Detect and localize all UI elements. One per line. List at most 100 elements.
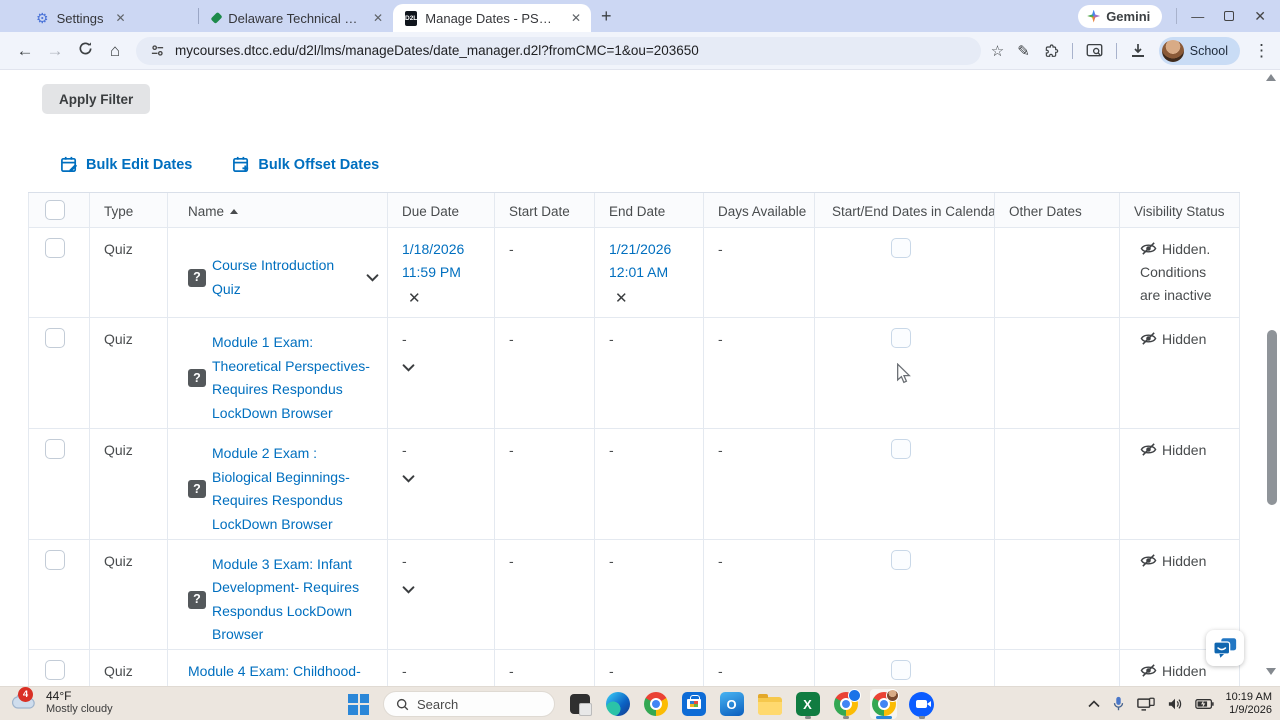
calendar-checkbox[interactable] — [890, 660, 911, 680]
microphone-icon[interactable] — [1112, 696, 1125, 712]
taskbar-chrome[interactable] — [642, 689, 669, 719]
col-header-days-available[interactable]: Days Available — [704, 193, 815, 227]
item-name-link[interactable]: Module 1 Exam: Theoretical Perspectives-… — [212, 334, 370, 421]
taskbar-clock[interactable]: 10:19 AM 1/9/2026 — [1226, 691, 1272, 717]
browser-tab-bar: ⚙ Settings ✕ Delaware Technical Communit… — [0, 0, 1280, 32]
cell-visibility: Hidden — [1120, 650, 1240, 686]
taskbar-chrome-profile2[interactable] — [832, 689, 861, 719]
taskbar-store[interactable] — [680, 689, 707, 719]
context-menu-chevron-icon[interactable] — [402, 475, 415, 483]
col-header-start-date[interactable]: Start Date — [495, 193, 595, 227]
scrollbar-up-arrow[interactable] — [1266, 74, 1276, 81]
end-date-value[interactable]: 1/21/2026 12:01 AM — [609, 241, 672, 280]
bulk-offset-dates-link[interactable]: Bulk Offset Dates — [232, 155, 379, 174]
taskbar-excel[interactable]: X — [794, 689, 821, 719]
clear-end-date-button[interactable]: ✕ — [615, 290, 628, 307]
calendar-checkbox[interactable] — [890, 328, 911, 348]
close-icon[interactable]: ✕ — [570, 11, 581, 25]
edge-icon — [605, 692, 630, 716]
minimize-button[interactable]: — — [1191, 8, 1205, 24]
cell-end-date: - — [595, 318, 704, 428]
apply-filter-button[interactable]: Apply Filter — [42, 84, 151, 114]
cell-type: Quiz — [90, 540, 168, 649]
restore-button[interactable] — [1224, 11, 1235, 21]
calendar-checkbox[interactable] — [890, 238, 911, 258]
network-display-icon[interactable] — [1136, 697, 1155, 712]
pen-extension-icon[interactable]: ✎ — [1017, 42, 1030, 60]
item-name-link[interactable]: Course Introduction Quiz — [212, 257, 335, 297]
site-settings-icon[interactable] — [150, 43, 165, 58]
close-icon[interactable]: ✕ — [372, 11, 383, 25]
start-button[interactable] — [345, 689, 372, 719]
divider — [1115, 42, 1117, 59]
item-name-link[interactable]: Module 2 Exam : Biological Beginnings- R… — [212, 445, 350, 532]
col-header-other-dates[interactable]: Other Dates — [995, 193, 1120, 227]
row-select-checkbox[interactable] — [45, 328, 65, 348]
profile-chip[interactable]: School — [1158, 36, 1240, 65]
tab-title: Manage Dates - PSY127-507 H — [425, 10, 559, 26]
tab-manage-dates[interactable]: D2L Manage Dates - PSY127-507 H ✕ — [393, 4, 591, 32]
col-header-visibility[interactable]: Visibility Status — [1120, 193, 1240, 227]
tray-chevron-up-icon[interactable] — [1087, 700, 1100, 708]
col-header-name[interactable]: Name — [168, 193, 388, 227]
tab-settings[interactable]: ⚙ Settings ✕ — [24, 4, 196, 32]
scrollbar-thumb[interactable] — [1267, 330, 1277, 505]
battery-icon[interactable] — [1194, 698, 1214, 710]
taskbar-chrome-profile3-active[interactable] — [870, 689, 899, 719]
calendar-checkbox[interactable] — [890, 439, 911, 459]
forward-button[interactable]: → — [46, 40, 64, 60]
chat-assistant-button[interactable] — [1206, 630, 1244, 666]
clear-due-date-button[interactable]: ✕ — [408, 290, 421, 307]
bulk-edit-dates-link[interactable]: Bulk Edit Dates — [60, 155, 192, 174]
bulk-offset-dates-label: Bulk Offset Dates — [258, 156, 380, 173]
new-tab-button[interactable]: + — [601, 6, 612, 26]
col-header-calendar[interactable]: Start/End Dates in Calendar — [815, 193, 995, 227]
taskbar-zoom[interactable] — [908, 689, 935, 719]
taskbar-file-explorer[interactable] — [756, 689, 783, 719]
row-select-checkbox[interactable] — [45, 439, 65, 459]
calendar-checkbox[interactable] — [890, 550, 911, 570]
weather-widget[interactable]: 4 44°F Mostly cloudy — [10, 687, 113, 715]
gemini-button[interactable]: Gemini — [1078, 4, 1163, 28]
context-menu-chevron-icon[interactable] — [366, 273, 379, 282]
tab-delaware-tech[interactable]: Delaware Technical Community ✕ — [201, 4, 393, 32]
close-window-button[interactable]: ✕ — [1254, 7, 1266, 24]
bookmark-star-icon[interactable]: ☆ — [990, 42, 1005, 60]
taskbar-app-dark[interactable] — [566, 689, 593, 719]
taskbar-edge[interactable] — [604, 689, 631, 719]
due-date-value: - — [402, 442, 407, 458]
search-tabs-icon[interactable] — [1086, 43, 1103, 59]
reload-button[interactable] — [70, 41, 100, 61]
home-button[interactable]: ⌂ — [109, 40, 121, 60]
speaker-icon[interactable] — [1167, 697, 1183, 711]
col-header-due-date[interactable]: Due Date — [388, 193, 495, 227]
row-select-checkbox[interactable] — [45, 660, 65, 680]
col-header-end-date[interactable]: End Date — [595, 193, 704, 227]
cell-other-dates — [995, 228, 1120, 317]
back-button[interactable]: ← — [16, 40, 34, 60]
row-select-checkbox[interactable] — [45, 238, 65, 258]
row-select-checkbox[interactable] — [45, 550, 65, 570]
due-date-value[interactable]: 1/18/2026 11:59 PM — [402, 241, 465, 280]
address-bar[interactable]: mycourses.dtcc.edu/d2l/lms/manageDates/d… — [136, 36, 981, 65]
item-name-link[interactable]: Module 4 Exam: Childhood- — [188, 663, 361, 679]
cell-other-dates — [995, 540, 1120, 649]
item-name-link[interactable]: Module 3 Exam: Infant Development- Requi… — [212, 555, 360, 643]
browser-menu-button[interactable]: ⋮ — [1253, 40, 1270, 60]
taskbar-search[interactable]: Search — [383, 691, 555, 717]
due-date-value: - — [402, 553, 407, 569]
close-icon[interactable]: ✕ — [115, 11, 126, 25]
cell-visibility: Hidden — [1120, 429, 1240, 539]
extensions-puzzle-icon[interactable] — [1043, 43, 1059, 59]
context-menu-chevron-icon[interactable] — [402, 364, 415, 372]
col-header-type[interactable]: Type — [90, 193, 168, 227]
cell-type: Quiz — [90, 429, 168, 539]
taskbar-outlook[interactable]: O — [718, 689, 745, 719]
context-menu-chevron-icon[interactable] — [402, 586, 415, 594]
downloads-icon[interactable] — [1130, 43, 1146, 59]
profile-badge-icon — [847, 689, 861, 702]
quiz-icon: ? — [188, 268, 206, 287]
d2l-icon: D2L — [405, 10, 418, 26]
scrollbar-down-arrow[interactable] — [1266, 668, 1276, 675]
select-all-checkbox[interactable] — [45, 200, 65, 220]
